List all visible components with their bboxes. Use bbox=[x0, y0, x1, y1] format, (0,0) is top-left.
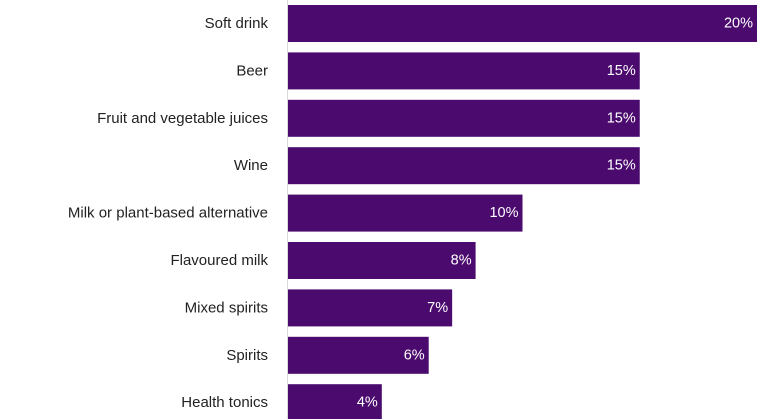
value-label-beer: 15% bbox=[607, 63, 636, 79]
bar-fruit-and-vegetable-juices bbox=[288, 99, 640, 137]
bar-beer bbox=[288, 52, 640, 90]
value-label-fruit-and-vegetable-juices: 15% bbox=[607, 110, 636, 126]
category-label-health-tonics: Health tonics bbox=[181, 394, 268, 411]
bar-soft-drink bbox=[288, 5, 757, 42]
value-label-soft-drink: 20% bbox=[724, 16, 753, 32]
category-label-milk-or-plant-based-alternative: Milk or plant-based alternative bbox=[68, 205, 268, 222]
category-label-spirits: Spirits bbox=[226, 347, 268, 364]
value-label-flavoured-milk: 8% bbox=[451, 253, 472, 269]
value-label-milk-or-plant-based-alternative: 10% bbox=[489, 205, 518, 221]
category-label-wine: Wine bbox=[234, 157, 268, 174]
bar-spirits bbox=[288, 336, 429, 374]
category-label-fruit-and-vegetable-juices: Fruit and vegetable juices bbox=[97, 110, 268, 127]
bar-flavoured-milk bbox=[288, 242, 476, 279]
bar-health-tonics bbox=[288, 384, 382, 419]
category-label-flavoured-milk: Flavoured milk bbox=[170, 252, 268, 269]
value-labels: 20% 15% 15% 15% 10% 8% 7% 6% 4% bbox=[357, 16, 753, 411]
bar-mixed-spirits bbox=[288, 289, 453, 327]
bar-milk-or-plant-based-alternative bbox=[288, 194, 523, 232]
category-label-beer: Beer bbox=[236, 62, 268, 79]
bars-layer bbox=[288, 5, 757, 419]
value-label-spirits: 6% bbox=[404, 347, 425, 363]
value-label-health-tonics: 4% bbox=[357, 395, 378, 411]
value-label-mixed-spirits: 7% bbox=[427, 300, 448, 316]
category-label-soft-drink: Soft drink bbox=[205, 15, 269, 32]
bar-wine bbox=[288, 147, 640, 185]
category-labels: Soft drink Beer Fruit and vegetable juices… bbox=[68, 15, 269, 411]
value-label-wine: 15% bbox=[607, 158, 636, 174]
category-label-mixed-spirits: Mixed spirits bbox=[185, 299, 268, 316]
